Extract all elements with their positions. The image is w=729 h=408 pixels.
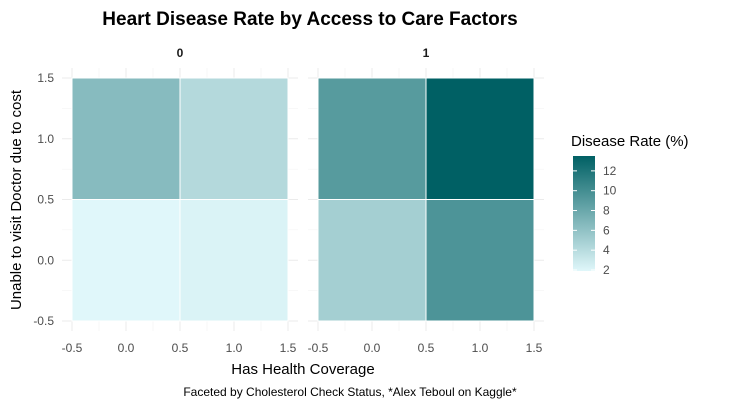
- x-tick-label: 1.5: [526, 341, 543, 355]
- heatmap-tile: [425, 77, 535, 200]
- heatmap-tile: [317, 77, 427, 200]
- chart-title: Heart Disease Rate by Access to Care Fac…: [102, 9, 517, 30]
- heatmap-tile: [179, 77, 289, 200]
- facet-panels: 0 -0.5 0.0 0.5 1.0 1.5 1 -0.5 0.0 0.5 1.0 1.5 -0.5 0.…: [33, 46, 544, 355]
- facet-strip-label: 1: [423, 46, 430, 60]
- x-tick-label: 0.0: [364, 341, 381, 355]
- x-tick-label: -0.5: [308, 341, 329, 355]
- heatmap-tile: [71, 199, 181, 322]
- legend: Disease Rate (%) 2 4 6 8 10 12: [571, 133, 689, 277]
- legend-tick-label: 10: [603, 184, 617, 198]
- x-tick-label: 0.5: [172, 341, 189, 355]
- heatmap-tile: [71, 77, 181, 200]
- y-tick-label: 0.5: [37, 193, 54, 207]
- facet-panel-0: 0 -0.5 0.0 0.5 1.0 1.5: [62, 46, 298, 355]
- facet-panel-1: 1 -0.5 0.0 0.5 1.0 1.5: [308, 46, 544, 355]
- legend-tick-label: 6: [603, 223, 610, 237]
- heatmap-tile: [317, 199, 427, 322]
- x-tick-label: 1.0: [226, 341, 243, 355]
- x-axis-title: Has Health Coverage: [231, 361, 374, 378]
- y-tick-label: -0.5: [33, 314, 54, 328]
- x-tick-label: -0.5: [62, 341, 83, 355]
- facet-strip-label: 0: [177, 46, 184, 60]
- legend-title: Disease Rate (%): [571, 133, 689, 150]
- legend-tick-label: 4: [603, 243, 610, 257]
- heatmap-tile: [425, 199, 535, 322]
- y-axis-title: Unable to visit Doctor due to cost: [8, 89, 25, 310]
- y-tick-label: 1.0: [37, 132, 54, 146]
- legend-tick-label: 2: [603, 263, 610, 277]
- chart-caption: Faceted by Cholesterol Check Status, *Al…: [183, 385, 517, 399]
- x-tick-label: 1.5: [280, 341, 297, 355]
- legend-tick-label: 12: [603, 164, 617, 178]
- heatmap-tile: [179, 199, 289, 322]
- legend-tick-label: 8: [603, 204, 610, 218]
- y-tick-label: 1.5: [37, 71, 54, 85]
- x-tick-label: 1.0: [472, 341, 489, 355]
- legend-colorbar: [573, 156, 595, 271]
- y-tick-label: 0.0: [37, 253, 54, 267]
- x-tick-label: 0.5: [418, 341, 435, 355]
- x-tick-label: 0.0: [118, 341, 135, 355]
